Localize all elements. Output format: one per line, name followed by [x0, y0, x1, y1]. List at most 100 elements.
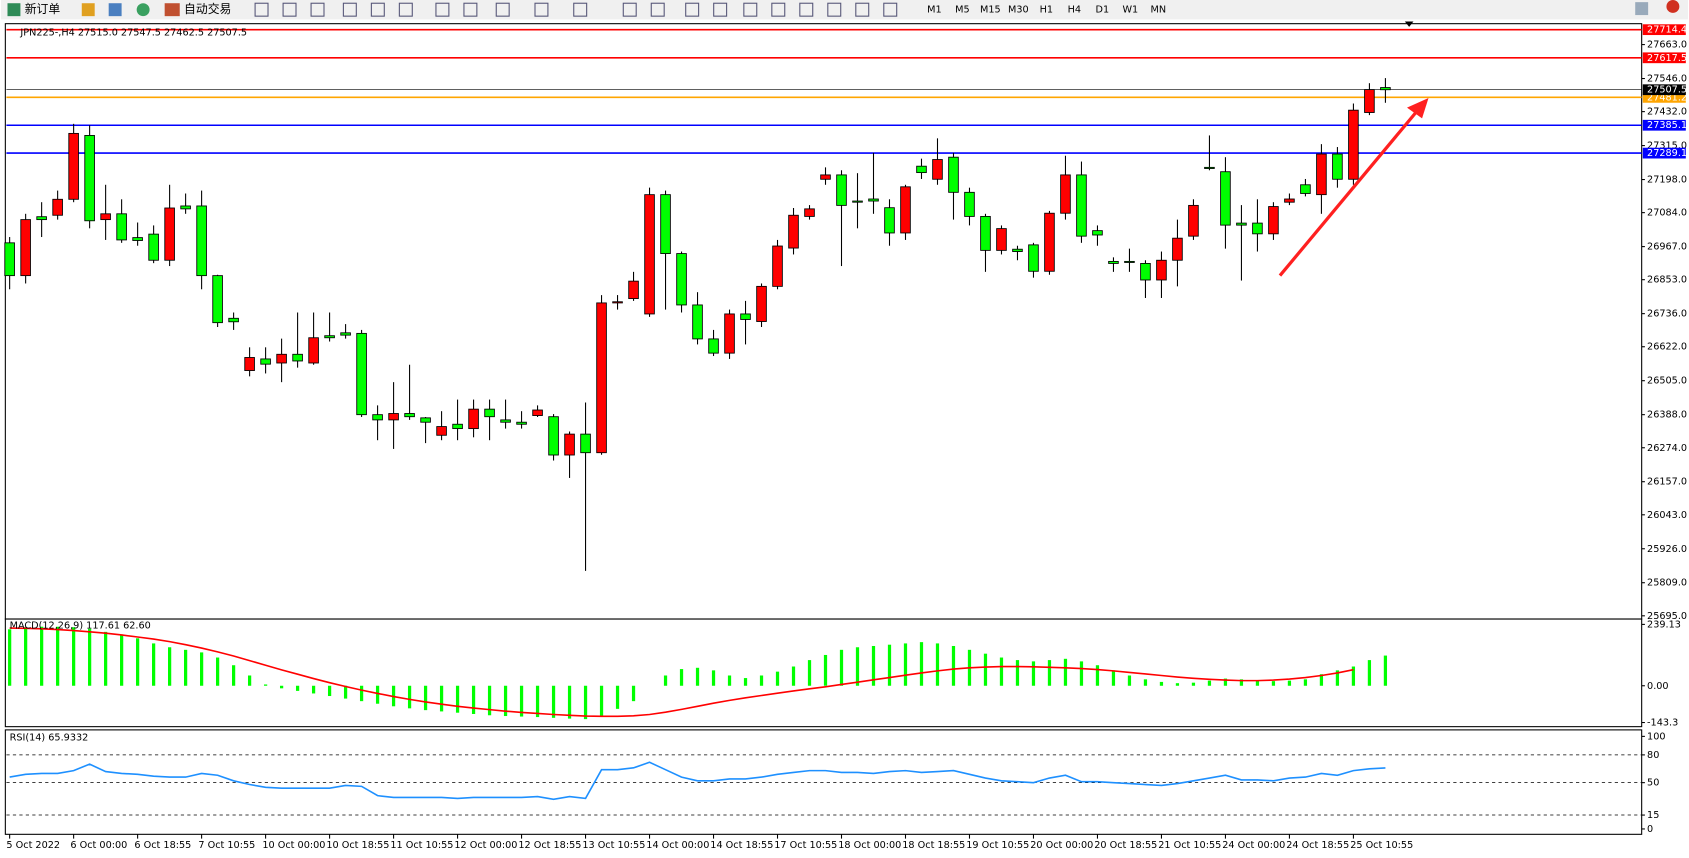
auto-trading[interactable]: 自动交易	[184, 2, 231, 16]
timeframe-button[interactable]: H1	[1040, 5, 1053, 16]
candle-body	[1044, 212, 1055, 272]
macd-bar	[375, 685, 380, 704]
tool-icon[interactable]	[495, 2, 510, 17]
plot: 27663.0 27546.0 27432.0 27315.0 27198.0 27084…	[4, 24, 1687, 851]
new-order[interactable]: 新订单	[25, 2, 61, 16]
candle-body	[244, 357, 255, 371]
tool-icon[interactable]	[685, 2, 700, 17]
macd-bar	[983, 653, 988, 686]
tool-icon[interactable]	[463, 2, 478, 17]
macd-bar	[168, 647, 172, 686]
notification-icon[interactable]	[1666, 0, 1680, 13]
y-tick-label: 15	[1647, 810, 1659, 821]
candle-body	[692, 304, 703, 340]
y-tick-label: 27315.0	[1647, 141, 1687, 152]
candle-body	[68, 132, 79, 200]
candle-body	[1188, 204, 1199, 237]
candle-body	[1172, 237, 1183, 261]
candle-body	[356, 332, 367, 416]
macd-bar	[231, 665, 236, 686]
level-label-bg	[1642, 91, 1686, 103]
candle-body	[36, 216, 47, 221]
candle-body	[1300, 184, 1311, 194]
shift-marker	[1404, 21, 1414, 27]
macd-bar	[1223, 678, 1228, 686]
auto-trading-icon[interactable]	[164, 3, 180, 17]
x-tick-label: 24 Oct 00:00	[1222, 840, 1285, 851]
tool-icon[interactable]	[370, 2, 385, 17]
icon[interactable]	[81, 3, 95, 17]
candle-body	[100, 213, 111, 221]
tool-icon[interactable]	[650, 2, 665, 17]
macd-bar	[551, 685, 556, 718]
candle-body	[1156, 259, 1167, 281]
macd-bar	[1175, 683, 1180, 686]
macd-bar	[807, 660, 812, 686]
macd-bar	[679, 669, 684, 686]
timeframe-button[interactable]: H4	[1068, 5, 1081, 16]
tool-icon[interactable]	[342, 2, 357, 17]
tool-icon[interactable]	[282, 2, 297, 17]
timeframe-button[interactable]: W1	[1122, 5, 1138, 16]
y-tick-label: 26043.0	[1647, 510, 1687, 521]
macd-bar	[1079, 661, 1084, 686]
macd-bar	[1127, 675, 1132, 686]
x-tick-label: 6 Oct 00:00	[70, 840, 127, 851]
candle-body	[836, 174, 847, 206]
macd-bar	[343, 685, 348, 699]
macd-bar	[1367, 660, 1372, 686]
icon[interactable]	[108, 3, 122, 17]
x-tick-label: 24 Oct 18:55	[1286, 840, 1349, 851]
macd-bar	[871, 645, 876, 686]
tool-icon[interactable]	[771, 2, 786, 17]
tool-icon[interactable]	[534, 2, 549, 17]
macd-bar	[567, 685, 572, 719]
macd-bar	[855, 647, 860, 686]
new-order-icon[interactable]	[7, 3, 21, 17]
timeframe-button[interactable]: D1	[1096, 5, 1110, 16]
macd-bar	[8, 629, 12, 686]
macd-bar	[791, 666, 796, 686]
candle-body	[276, 353, 287, 364]
candle-body	[4, 242, 15, 277]
macd-bar	[1255, 680, 1260, 686]
candle-body	[1332, 153, 1343, 180]
level-label: 27289.1	[1647, 148, 1687, 159]
y-tick-label: 26388.0	[1647, 410, 1687, 421]
y-tick-label: 25809.0	[1647, 578, 1687, 589]
tool-icon[interactable]	[435, 2, 450, 17]
candle-body	[180, 205, 191, 210]
x-tick-label: 19 Oct 10:55	[966, 840, 1029, 851]
timeframe-button[interactable]: MN	[1151, 5, 1167, 16]
macd-bar	[631, 685, 636, 702]
x-tick-label: 20 Oct 00:00	[1030, 840, 1093, 851]
candle-body	[324, 335, 335, 339]
tool-icon[interactable]	[573, 2, 588, 17]
macd-bar	[727, 675, 732, 686]
timeframe-button[interactable]: M1	[927, 5, 942, 16]
tool-icon[interactable]	[883, 2, 898, 17]
tool-icon[interactable]	[310, 2, 325, 17]
tool-icon[interactable]	[398, 2, 413, 17]
tool-icon[interactable]	[622, 2, 637, 17]
search-icon[interactable]	[1635, 2, 1649, 16]
tool-icon[interactable]	[855, 2, 870, 17]
rsi-line	[9, 761, 1386, 801]
tool-icon[interactable]	[827, 2, 842, 17]
timeframe-button[interactable]: M15	[980, 5, 1001, 16]
tool-icon[interactable]	[254, 2, 269, 17]
macd-bar	[503, 685, 508, 717]
timeframe-button[interactable]: M5	[955, 5, 970, 16]
macd-bar	[1143, 679, 1148, 686]
tool-icon[interactable]	[743, 2, 758, 17]
current-price-label: 27507.5	[1647, 85, 1687, 96]
tool-icon[interactable]	[799, 2, 814, 17]
macd-bar	[247, 675, 252, 686]
timeframe-button[interactable]: M30	[1008, 5, 1029, 16]
candle-body	[820, 174, 831, 180]
macd-bar	[215, 657, 220, 686]
icon[interactable]	[136, 3, 150, 17]
tool-icon[interactable]	[713, 2, 728, 17]
macd-bar	[136, 638, 140, 686]
candle-body	[148, 233, 159, 261]
